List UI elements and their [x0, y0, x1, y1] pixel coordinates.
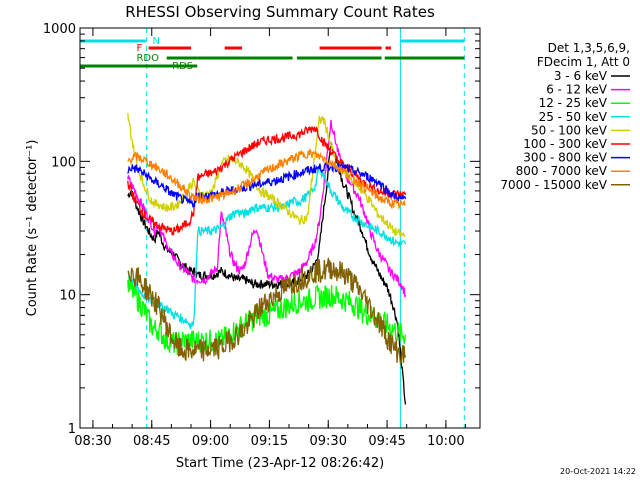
legend-label-9: 7000 - 15000 keV [500, 178, 607, 192]
series-line-3 [127, 274, 407, 356]
series-line-5 [127, 113, 406, 238]
series-line-9 [127, 257, 407, 364]
x-tick-label-7: 10:00 [427, 434, 464, 449]
y-axis-label: Count Rate (s⁻¹ detector⁻¹) [25, 140, 40, 317]
legend-label-1: 3 - 6 keV [554, 69, 608, 83]
x-tick-label-5: 09:30 [310, 434, 347, 449]
y-tick-label-1: 1 [68, 422, 76, 437]
y-tick-label-2: 10 [59, 289, 76, 304]
series-line-2 [127, 120, 407, 298]
series-line-4 [127, 163, 407, 330]
timestamp: 20-Oct-2021 14:22 [560, 467, 636, 476]
flag-label-f: F [136, 43, 142, 54]
series-line-8 [127, 147, 406, 210]
x-tick-label-1: 08:30 [74, 434, 111, 449]
y-tick-label-3: 100 [51, 155, 76, 170]
legend-header-line-2: FDecim 1, Att 0 [537, 55, 630, 69]
series-line-6 [127, 125, 407, 236]
y-tick-label-4: 1000 [43, 22, 76, 37]
legend-label-7: 300 - 800 keV [523, 151, 607, 165]
x-axis-label: Start Time (23-Apr-12 08:26:42) [176, 456, 384, 471]
x-tick-label-2: 08:45 [133, 434, 170, 449]
legend-header-line-1: Det 1,3,5,6,9, [548, 41, 630, 55]
flag-label-rdo: RDO [136, 53, 159, 64]
x-tick-label-6: 09:45 [368, 434, 405, 449]
legend-label-3: 12 - 25 keV [539, 96, 608, 110]
axes: 08:30 08:45 09:00 09:15 09:30 09:45 10:00 1 10 10… [43, 22, 480, 449]
flag-label-rds: RDS [172, 61, 193, 72]
legend: Det 1,3,5,6,9, FDecim 1, Att 0 3 - 6 keV… [500, 41, 630, 192]
x-tick-label-4: 09:15 [251, 434, 288, 449]
legend-label-8: 800 - 7000 keV [516, 164, 608, 178]
chart-title: RHESSI Observing Summary Count Rates [125, 3, 435, 21]
legend-label-5: 50 - 100 keV [531, 123, 608, 137]
legend-label-2: 6 - 12 keV [546, 83, 608, 97]
legend-label-6: 100 - 300 keV [523, 137, 607, 151]
legend-label-4: 25 - 50 keV [539, 110, 608, 124]
flag-label-n: N [153, 36, 160, 47]
x-tick-label-3: 09:00 [192, 434, 229, 449]
plot-frame [79, 27, 481, 429]
series-line-7 [127, 159, 407, 208]
